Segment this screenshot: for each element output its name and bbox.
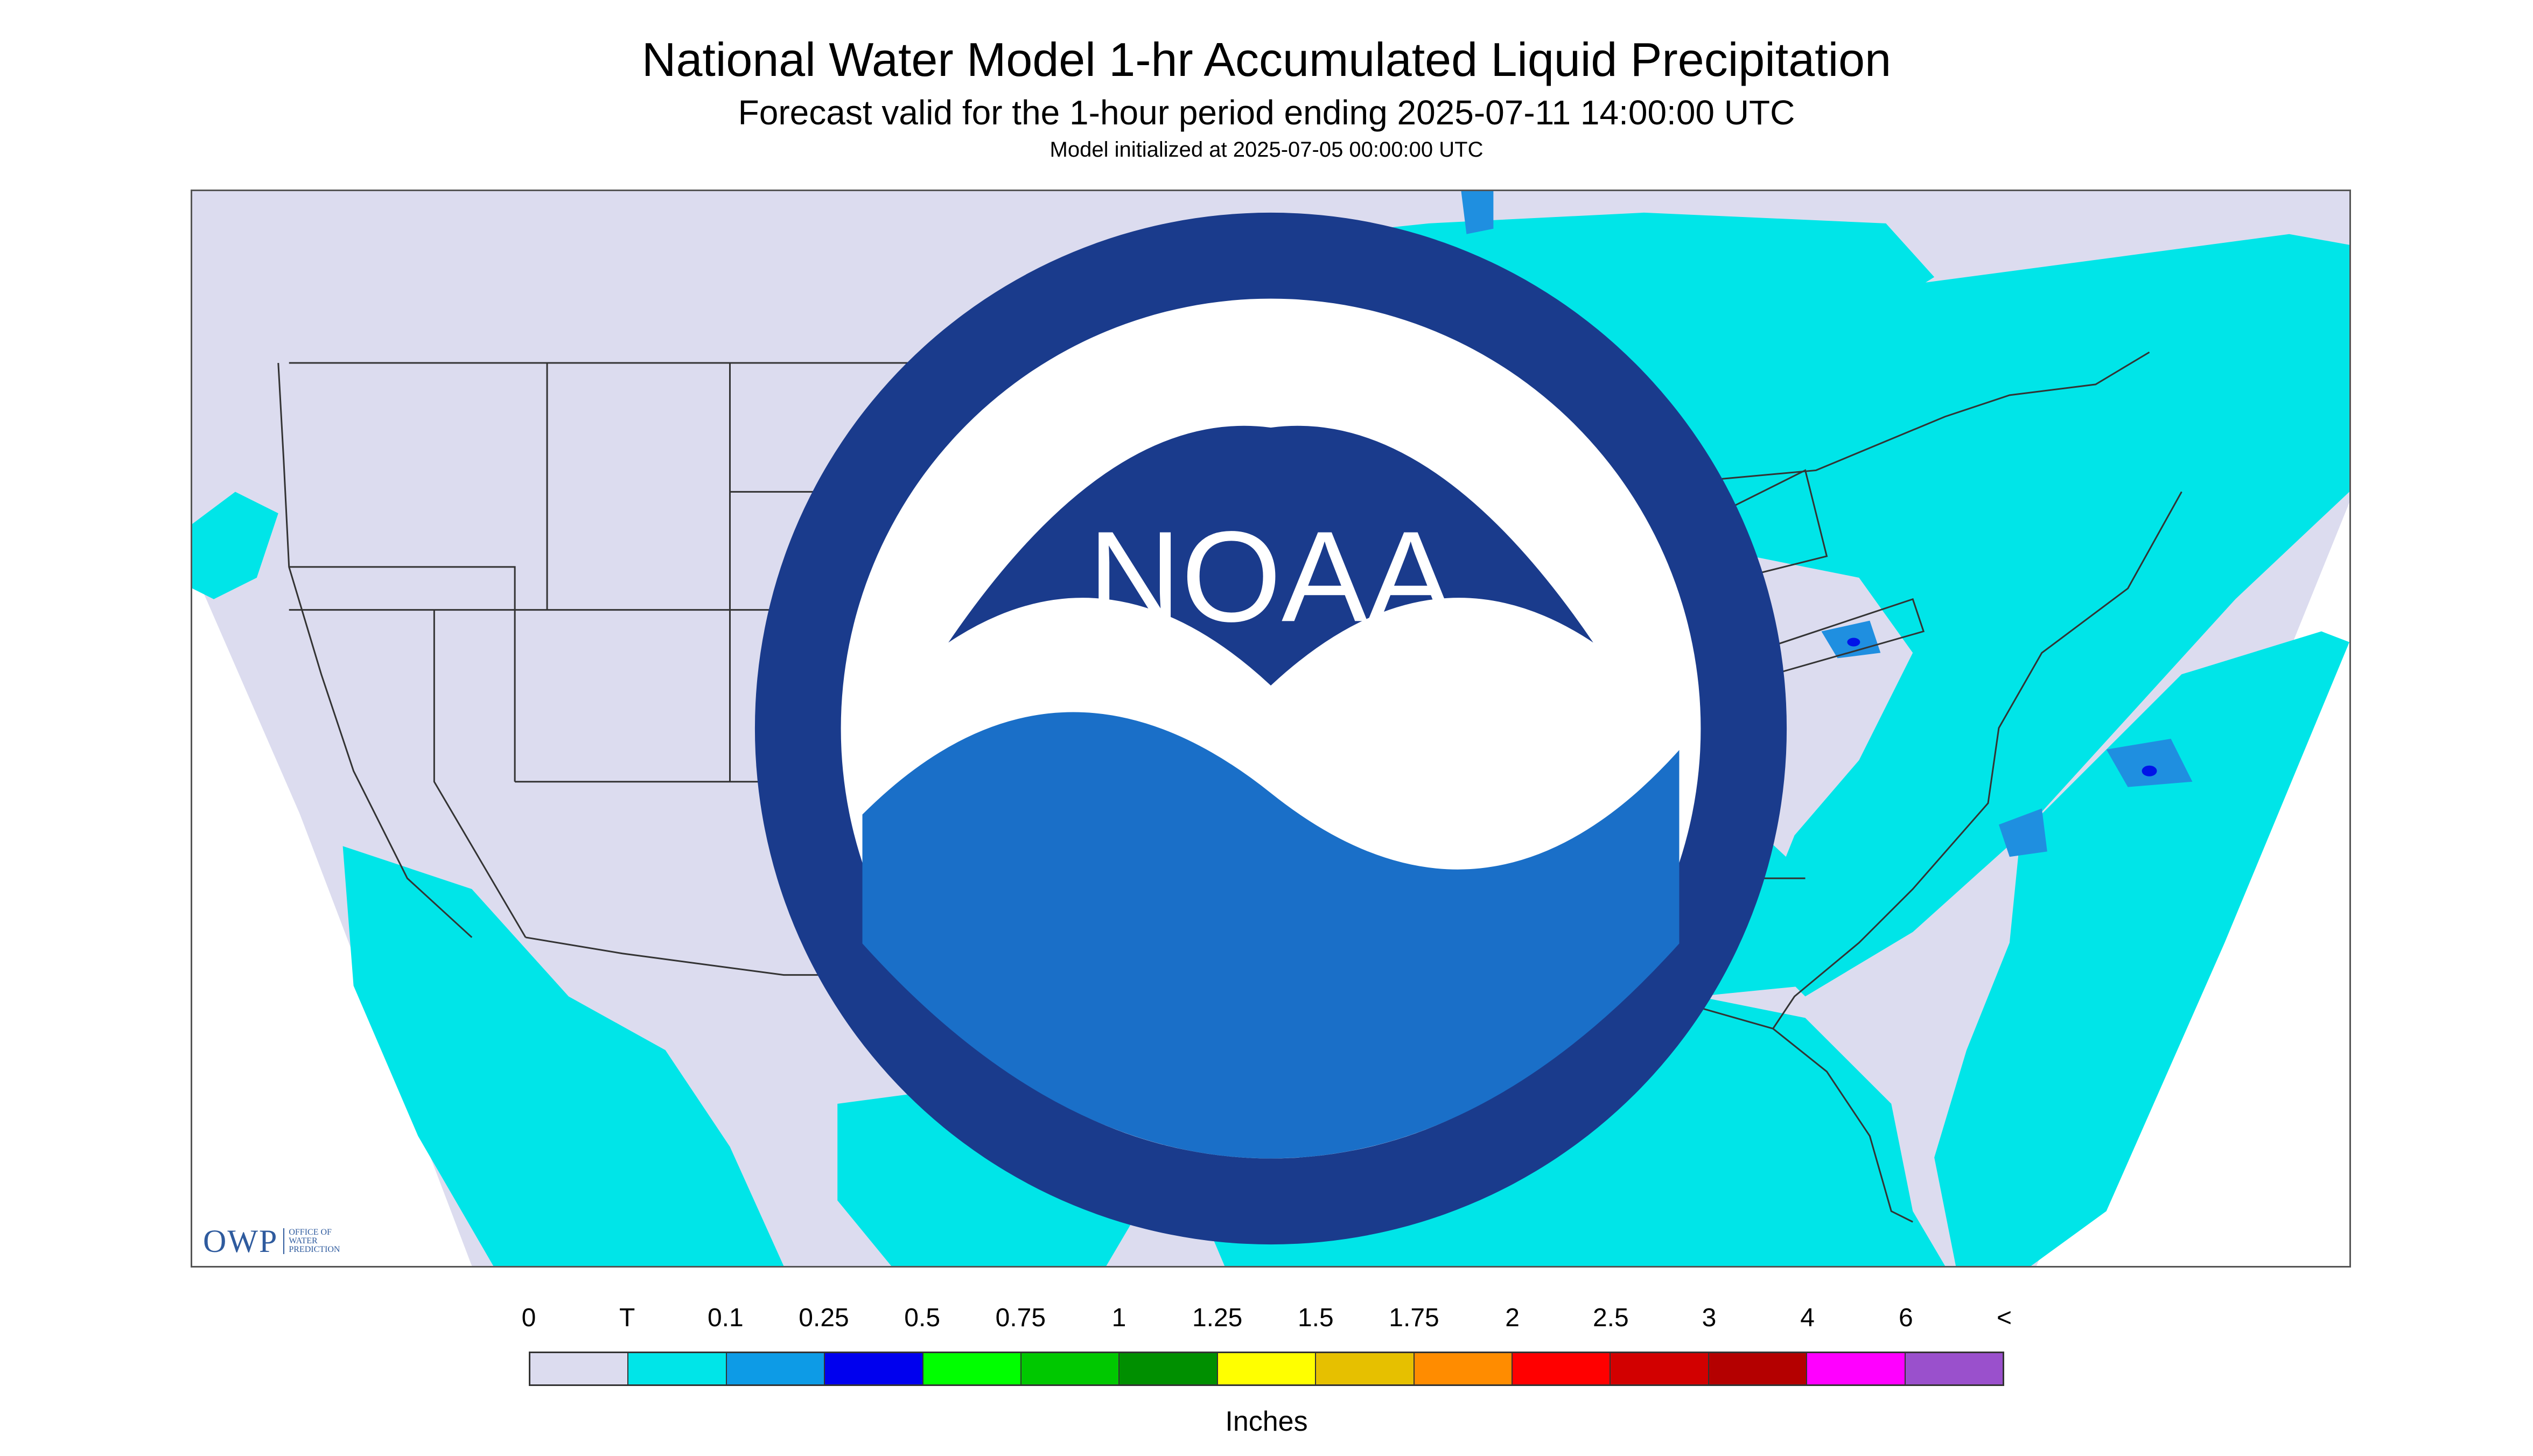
precip-area-atlantic — [1934, 631, 2349, 1266]
heavy-cell-atlantic — [2142, 765, 2157, 776]
legend-swatch — [1905, 1353, 2003, 1384]
precip-legend: 0 T 0.1 0.25 0.5 0.75 1 1.25 1.5 1.75 2 2.5 3 4 6 < — [522, 1303, 2012, 1389]
east-coast-line — [1772, 491, 2182, 1223]
legend-tick-label: 0.75 — [995, 1304, 1046, 1332]
precip-spot-atlantic — [2106, 738, 2193, 787]
legend-swatch — [1709, 1353, 1808, 1384]
model-init-line: Model initialized at 2025-07-05 00:00:00… — [1049, 138, 1484, 162]
precip-spot-hudson-bay — [1461, 191, 1494, 234]
legend-tick-label: 6 — [1898, 1304, 1913, 1332]
legend-tick-label: 4 — [1800, 1304, 1815, 1332]
legend-tick-label: 1 — [1111, 1304, 1126, 1332]
legend-tick-label: 0.1 — [707, 1304, 744, 1332]
legend-swatch — [1611, 1353, 1709, 1384]
legend-swatch — [1316, 1353, 1415, 1384]
legend-tick-label: 2 — [1505, 1304, 1520, 1332]
legend-labels: 0 T 0.1 0.25 0.5 0.75 1 1.25 1.5 1.75 2 2.5 3 4 6 < — [522, 1303, 2012, 1335]
legend-swatch — [1021, 1353, 1120, 1384]
legend-swatch — [825, 1353, 923, 1384]
forecast-valid-subtitle: Forecast valid for the 1-hour period end… — [738, 93, 1795, 132]
legend-swatch — [1807, 1353, 1906, 1384]
legend-swatch — [628, 1353, 727, 1384]
legend-swatch — [530, 1353, 629, 1384]
legend-color-bar — [529, 1352, 2004, 1386]
owp-logo-text: OFFICE OF WATER PREDICTION — [283, 1228, 340, 1254]
legend-units: Inches — [1225, 1406, 1308, 1437]
owp-logo: OWP OFFICE OF WATER PREDICTION — [203, 1223, 340, 1259]
state-line-montana — [546, 363, 1258, 975]
noaa-logo: NOAA — [754, 212, 1787, 1245]
legend-swatch — [923, 1353, 1022, 1384]
state-line-west — [289, 566, 527, 938]
precip-area-pacific-nw — [192, 492, 278, 599]
legend-swatch — [1119, 1353, 1218, 1384]
legend-tick-label: 0 — [521, 1304, 536, 1332]
heavy-cell-pennsylvania — [1847, 638, 1860, 647]
legend-swatch — [726, 1353, 825, 1384]
precip-spot-atlantic-south — [1998, 808, 2047, 857]
owp-logo-mark: OWP — [203, 1223, 278, 1259]
legend-tick-label: 0.25 — [799, 1304, 849, 1332]
legend-tick-label: 2.5 — [1592, 1304, 1629, 1332]
svg-text:NOAA: NOAA — [1088, 504, 1454, 648]
legend-tick-label: 0.5 — [904, 1304, 941, 1332]
legend-tick-label: 3 — [1702, 1304, 1717, 1332]
legend-tick-label: T — [619, 1304, 635, 1332]
legend-swatch — [1414, 1353, 1513, 1384]
legend-tick-label: 1.25 — [1192, 1304, 1243, 1332]
precipitation-map: OWP OFFICE OF WATER PREDICTION NOAA — [191, 190, 2351, 1268]
legend-tick-label: 1.75 — [1389, 1304, 1439, 1332]
legend-tick-label: 1.5 — [1297, 1304, 1334, 1332]
west-coast-line — [277, 362, 473, 938]
precip-area-northeast — [1590, 234, 2349, 997]
legend-swatch — [1217, 1353, 1317, 1384]
map-title: National Water Model 1-hr Accumulated Li… — [641, 33, 1892, 86]
precip-area-mexico-west — [342, 846, 784, 1266]
legend-tick-label: < — [1996, 1304, 2012, 1332]
legend-swatch — [1513, 1353, 1611, 1384]
